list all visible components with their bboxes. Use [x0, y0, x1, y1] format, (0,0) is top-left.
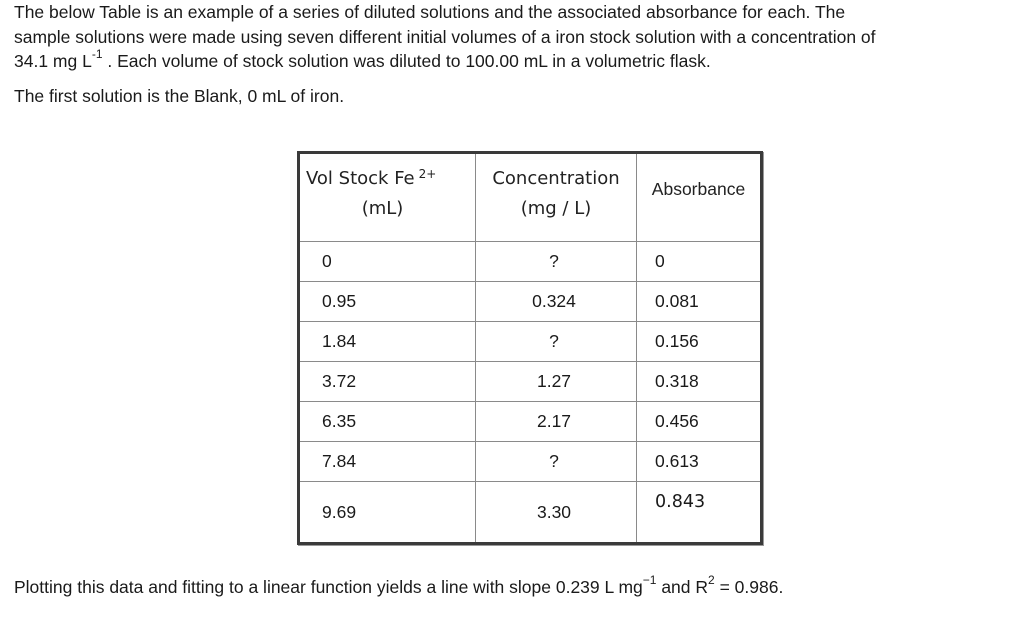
cell-abs: 0.456 — [636, 401, 762, 442]
conclusion-prefix: Plotting this data and fitting to a line… — [14, 577, 643, 597]
cell-abs: 0.156 — [636, 321, 762, 362]
intro-line-3-prefix: 34.1 mg L — [14, 51, 92, 71]
slope-unit-superscript: −1 — [642, 573, 657, 587]
cell-abs: 0.843 — [636, 481, 762, 544]
table-row: 0.95 0.324 0.081 — [298, 281, 762, 322]
cell-conc: ? — [475, 441, 637, 482]
cell-abs: 0.081 — [636, 281, 762, 322]
intro-line-3: 34.1 mg L-1 . Each volume of stock solut… — [14, 47, 1018, 74]
conclusion-suffix: = 0.986. — [714, 577, 784, 597]
cell-abs: 0.318 — [636, 361, 762, 402]
cell-vol: 9.69 — [298, 481, 476, 544]
cell-conc: ? — [475, 241, 637, 282]
intro-line-2: sample solutions were made using seven d… — [14, 26, 876, 47]
header-vol-stock: Vol Stock Fe 2+ (mL) — [298, 152, 476, 242]
table-row: 6.35 2.17 0.456 — [298, 401, 762, 442]
header-conc-unit: (mg / L) — [520, 198, 592, 219]
header-absorbance: Absorbance — [636, 152, 762, 242]
cell-vol: 1.84 — [298, 321, 476, 362]
header-conc-label: Concentration — [492, 168, 620, 189]
dilution-table: Vol Stock Fe 2+ (mL) Concentration (mg / … — [297, 151, 763, 545]
table-header-row: Vol Stock Fe 2+ (mL) Concentration (mg / … — [298, 152, 762, 242]
header-vol-superscript: 2+ — [418, 167, 437, 181]
table-row: 1.84 ? 0.156 — [298, 321, 762, 362]
intro-line-3-suffix: . Each volume of stock solution was dilu… — [102, 51, 711, 71]
table-row: 9.69 3.30 0.843 — [298, 481, 762, 544]
intro-line-3-superscript: -1 — [91, 47, 103, 61]
cell-abs: 0.613 — [636, 441, 762, 482]
cell-conc: 3.30 — [475, 481, 637, 544]
table-row: 3.72 1.27 0.318 — [298, 361, 762, 402]
table-row: 7.84 ? 0.613 — [298, 441, 762, 482]
cell-vol: 0 — [298, 241, 476, 282]
header-vol-unit: (mL) — [361, 198, 404, 219]
cell-conc: ? — [475, 321, 637, 362]
cell-conc: 2.17 — [475, 401, 637, 442]
r-squared-superscript: 2 — [708, 573, 715, 587]
cell-vol: 3.72 — [298, 361, 476, 402]
blank-solution-note: The first solution is the Blank, 0 mL of… — [14, 86, 345, 106]
table-row: 0 ? 0 — [298, 241, 762, 282]
cell-conc: 1.27 — [475, 361, 637, 402]
intro-line-1: The below Table is an example of a serie… — [14, 2, 846, 22]
cell-conc: 0.324 — [475, 281, 637, 322]
conclusion-mid: and R — [656, 577, 709, 597]
header-vol-label: Vol Stock Fe — [306, 168, 415, 189]
cell-abs: 0 — [636, 241, 762, 282]
cell-vol: 6.35 — [298, 401, 476, 442]
conclusion-sentence: Plotting this data and fitting to a line… — [14, 573, 784, 600]
cell-vol: 7.84 — [298, 441, 476, 482]
header-concentration: Concentration (mg / L) — [475, 152, 637, 242]
header-abs-label: Absorbance — [651, 179, 746, 199]
cell-vol: 0.95 — [298, 281, 476, 322]
intro-paragraph: The below Table is an example of a serie… — [14, 0, 1018, 74]
